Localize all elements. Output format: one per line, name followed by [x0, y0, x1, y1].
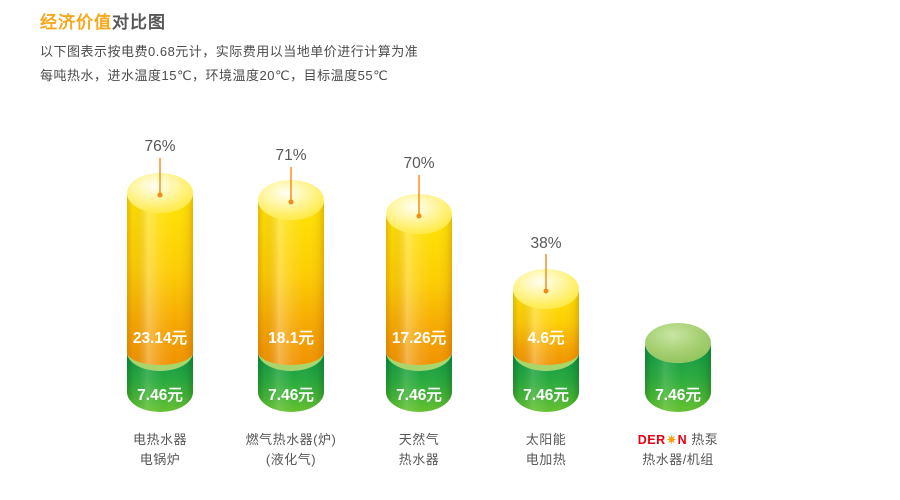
category-line-1: 天然气 [398, 432, 440, 447]
bar-deron-heat-pump: 7.46元 [645, 323, 711, 412]
category-line-2: 电加热 [525, 452, 567, 467]
bar-gas-water-heater: 71% 18.1元 7.46元 [258, 147, 324, 412]
subtitle-line-2: 每吨热水，进水温度15℃，环境温度20℃，目标温度55℃ [40, 68, 389, 83]
brand-suffix: 热泵 [691, 432, 719, 447]
deron-logo: DER N 热泵 [608, 430, 748, 450]
savings-percent-label: 70% [403, 155, 434, 172]
green-segment-shading [645, 343, 711, 412]
base-cost-label: 7.46元 [396, 387, 442, 404]
category-line-2: 热水器 [398, 452, 440, 467]
category-label-gas-water-heater: 燃气热水器(炉) (液化气) [221, 430, 361, 470]
chart-header: 经济价值对比图 以下图表示按电费0.68元计，实际费用以当地单价进行计算为准 每… [40, 8, 418, 88]
pointer-dot [543, 288, 549, 294]
title-highlight: 经济价值 [40, 13, 112, 32]
category-line-2: 热水器/机组 [642, 452, 714, 467]
category-line-1: 电热水器 [132, 432, 187, 447]
orange-segment-shading [127, 193, 193, 365]
deron-star-icon [666, 434, 677, 445]
bar-electric-water-heater: 76% 23.14元 7.46元 [127, 138, 193, 412]
pointer-dot [416, 213, 422, 219]
bar-solar-electric-assist: 38% 4.6元 7.46元 [513, 235, 579, 412]
green-segment-shading [127, 352, 193, 412]
category-line-2: 电锅炉 [139, 452, 181, 467]
pointer-dot [288, 199, 294, 205]
category-label-electric-water-heater: 电热水器 电锅炉 [90, 430, 230, 470]
savings-percent-label: 76% [144, 138, 175, 155]
chart-subtitle: 以下图表示按电费0.68元计，实际费用以当地单价进行计算为准 每吨热水，进水温度… [40, 40, 418, 88]
cost-value-label: 17.26元 [392, 330, 447, 347]
category-line-1: 太阳能 [525, 432, 567, 447]
brand-n: N [677, 433, 688, 447]
savings-percent-label: 38% [530, 235, 561, 252]
base-cost-label: 7.46元 [137, 387, 183, 404]
cost-value-label: 18.1元 [268, 330, 314, 347]
orange-segment-shading [513, 289, 579, 365]
category-line-2: (液化气) [265, 452, 317, 467]
cost-value-label: 4.6元 [527, 330, 565, 347]
category-line-1: 燃气热水器(炉) [245, 432, 337, 447]
category-label-solar: 太阳能 电加热 [476, 430, 616, 470]
savings-percent-label: 71% [275, 147, 306, 164]
category-label-deron: DER N 热泵 热水器/机组 [608, 430, 748, 470]
pointer-dot [157, 192, 163, 198]
orange-segment-shading [386, 214, 452, 365]
category-label-natural-gas: 天然气 热水器 [349, 430, 489, 470]
deron-brand-text: DER N [638, 433, 687, 447]
base-cost-label: 7.46元 [655, 387, 701, 404]
base-cost-label: 7.46元 [268, 387, 314, 404]
subtitle-line-1: 以下图表示按电费0.68元计，实际费用以当地单价进行计算为准 [40, 44, 419, 59]
bar-natural-gas-water-heater: 70% 17.26元 7.46元 [386, 155, 452, 412]
green-segment-shading [258, 352, 324, 412]
green-segment-shading [513, 352, 579, 412]
orange-segment-shading [258, 200, 324, 365]
cylinder-top-ellipse [645, 323, 711, 363]
green-segment-shading [386, 352, 452, 412]
cost-value-label: 23.14元 [133, 330, 188, 347]
page-title: 经济价值对比图 [40, 8, 418, 33]
title-rest: 对比图 [112, 13, 166, 32]
brand-der: DER [637, 433, 666, 447]
base-cost-label: 7.46元 [523, 387, 569, 404]
